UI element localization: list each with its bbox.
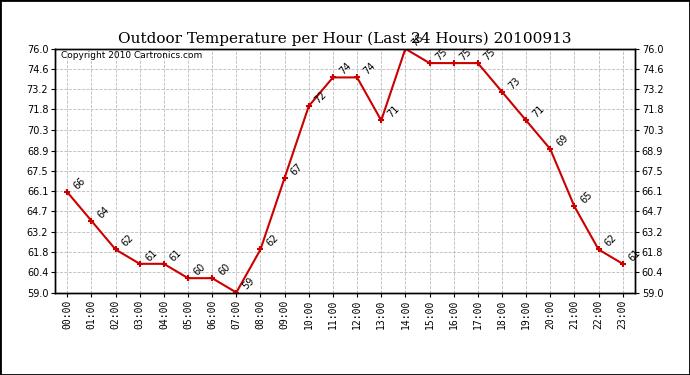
Text: 62: 62 [265, 233, 280, 249]
Text: 61: 61 [168, 248, 184, 263]
Text: 61: 61 [627, 248, 642, 263]
Text: 73: 73 [506, 75, 522, 91]
Text: 64: 64 [96, 204, 111, 220]
Text: 62: 62 [603, 233, 618, 249]
Text: 60: 60 [217, 262, 232, 278]
Text: 74: 74 [362, 61, 377, 76]
Text: Copyright 2010 Cartronics.com: Copyright 2010 Cartronics.com [61, 51, 202, 60]
Text: 75: 75 [458, 46, 474, 62]
Text: 61: 61 [144, 248, 159, 263]
Text: 60: 60 [193, 262, 208, 278]
Text: 67: 67 [289, 161, 304, 177]
Text: 59: 59 [241, 276, 256, 292]
Text: 76: 76 [410, 32, 425, 48]
Text: 62: 62 [120, 233, 135, 249]
Text: 71: 71 [531, 104, 546, 120]
Text: 75: 75 [482, 46, 498, 62]
Text: 66: 66 [72, 176, 87, 191]
Text: 75: 75 [434, 46, 450, 62]
Text: 69: 69 [555, 133, 570, 148]
Text: 74: 74 [337, 61, 353, 76]
Text: 71: 71 [386, 104, 401, 120]
Text: 72: 72 [313, 89, 329, 105]
Title: Outdoor Temperature per Hour (Last 24 Hours) 20100913: Outdoor Temperature per Hour (Last 24 Ho… [118, 32, 572, 46]
Text: 65: 65 [579, 190, 594, 206]
